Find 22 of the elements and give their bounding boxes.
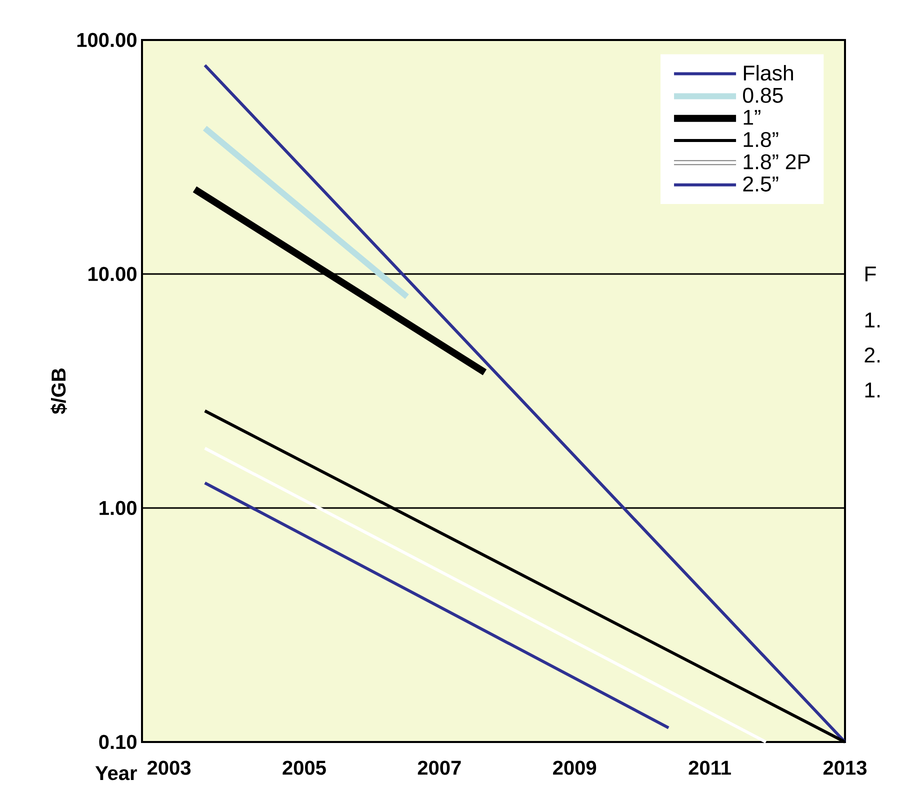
y-axis-title: $/GB	[50, 368, 67, 414]
x-tick-label: 2011	[688, 760, 731, 775]
legend-label: 1”	[744, 110, 760, 125]
y-tick-label: 0.10	[99, 734, 136, 750]
x-tick-label: 2005	[282, 760, 326, 775]
y-tick-label: 1.00	[100, 500, 136, 516]
legend-label: 2.5”	[743, 176, 778, 192]
text: 1.	[865, 312, 880, 328]
x-tick-label: 2013	[823, 760, 867, 775]
text: 1.	[865, 382, 880, 398]
text: F	[865, 266, 876, 282]
legend-label: 1.8” 2P	[744, 154, 810, 170]
x-tick-label: 2009	[553, 760, 596, 775]
legend-label: Flash	[744, 64, 793, 81]
legend-label: 0.85	[743, 88, 783, 103]
x-tick-label: 2007	[418, 760, 461, 775]
text: 2.	[864, 348, 880, 362]
x-axis-title: Year	[95, 766, 137, 780]
legend-label: 1.8”	[744, 132, 778, 148]
y-tick-label: 100.00	[77, 32, 136, 48]
y-tick-label: 10.00	[88, 266, 136, 282]
x-tick-label: 2003	[147, 760, 191, 775]
